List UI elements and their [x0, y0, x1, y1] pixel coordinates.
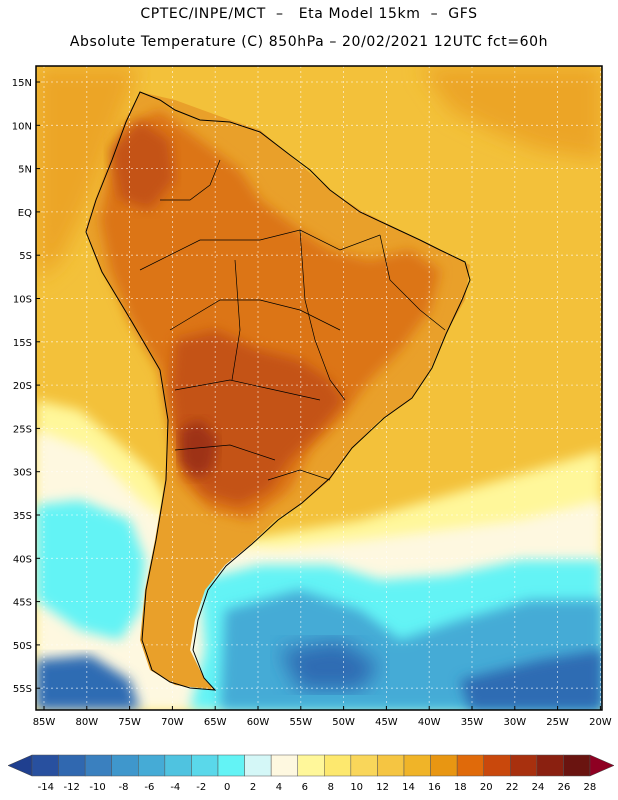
colorbar-label: -6	[144, 782, 154, 793]
title-line-1: CPTEC/INPE/MCT – Eta Model 15km – GFS	[140, 6, 478, 22]
lat-label: 45S	[13, 598, 32, 609]
lat-label: 10N	[12, 121, 32, 132]
lon-label: 50W	[332, 717, 355, 728]
lon-label: 40W	[418, 717, 441, 728]
north-atlantic-warm	[420, 66, 602, 160]
land-hotter-north	[110, 120, 175, 210]
title-line-2: Absolute Temperature (C) 850hPa – 20/02/…	[69, 34, 549, 50]
colorbar-swatch	[31, 754, 59, 777]
colorbar-label: 10	[350, 782, 363, 793]
colorbar-label: -10	[89, 782, 105, 793]
colorbar-swatch	[111, 754, 139, 777]
south-atlantic-deep	[280, 640, 380, 690]
coastline	[85, 91, 471, 691]
lat-label: 5N	[18, 165, 32, 176]
lon-label: 55W	[289, 717, 312, 728]
lat-label: 25S	[13, 424, 32, 435]
country-borders	[139, 159, 446, 481]
lat-label: EQ	[18, 208, 32, 219]
colorbar-label: 22	[506, 782, 519, 793]
colorbar-label: 14	[402, 782, 415, 793]
lon-label: 85W	[33, 717, 56, 728]
colorbar-label: -12	[64, 782, 80, 793]
lat-label: 10S	[13, 295, 32, 306]
colorbar-label: -14	[38, 782, 54, 793]
colorbar-swatch	[456, 754, 484, 777]
colorbar-label: -8	[119, 782, 129, 793]
colorbar-swatch	[217, 754, 245, 777]
colorbar-swatch	[483, 754, 511, 777]
colorbar-swatch	[164, 754, 192, 777]
map-field	[36, 66, 602, 710]
lat-label: 20S	[13, 381, 32, 392]
colorbar-label: 0	[224, 782, 230, 793]
colorbar-swatch	[563, 754, 591, 777]
colorbar-swatch	[297, 754, 325, 777]
colorbar-label: -2	[196, 782, 206, 793]
map-frame	[35, 65, 603, 711]
colorbar-swatch	[138, 754, 166, 777]
colorbar-label: 6	[302, 782, 308, 793]
east-pacific-warm	[36, 66, 140, 280]
lat-label: 50S	[13, 641, 32, 652]
lat-label: 15N	[12, 78, 32, 89]
lon-label: 20W	[589, 717, 612, 728]
colorbar-label: 28	[583, 782, 596, 793]
lat-label: 55S	[13, 684, 32, 695]
lat-label: 5S	[19, 251, 32, 262]
southeast-pacific-cold	[36, 500, 145, 640]
colorbar-swatch	[270, 754, 298, 777]
colorbar-min-arrow	[7, 754, 33, 777]
lat-label: 15S	[13, 338, 32, 349]
lon-label: 45W	[375, 717, 398, 728]
colorbar-swatch	[510, 754, 538, 777]
colorbar-swatch	[84, 754, 112, 777]
drake-passage-cold	[36, 655, 140, 710]
lon-label: 25W	[546, 717, 569, 728]
colorbar-swatch	[377, 754, 405, 777]
lon-label: 75W	[118, 717, 141, 728]
colorbar-label: 4	[276, 782, 282, 793]
latitude-labels: 15N 10N 5N EQ 5S 10S 15S 20S 25S 30S 35S 40S 45S 50S 5…	[12, 78, 40, 695]
colorbar-swatch	[536, 754, 564, 777]
colorbar-label: 24	[532, 782, 545, 793]
longitude-labels: 85W 80W 75W 70W 65W 60W 55W 50W 45W 40W 35W 30W 25W 2…	[33, 706, 612, 728]
colorbar-swatch	[430, 754, 458, 777]
colorbar-max-arrow	[589, 754, 615, 777]
lat-label: 30S	[13, 468, 32, 479]
colorbar-swatch	[403, 754, 431, 777]
colorbar-swatch	[244, 754, 272, 777]
colorbar-swatch	[191, 754, 219, 777]
colorbar-swatch	[350, 754, 378, 777]
colorbar-label: 18	[454, 782, 467, 793]
colorbar-label: 12	[376, 782, 389, 793]
lat-label: 40S	[13, 554, 32, 565]
colorbar-label: -4	[170, 782, 180, 793]
far-south-atlantic-cold	[460, 650, 602, 710]
lon-label: 65W	[204, 717, 227, 728]
colorbar-label: 2	[250, 782, 256, 793]
lat-label: 35S	[13, 511, 32, 522]
land-hottest-core	[180, 420, 218, 478]
lon-label: 60W	[247, 717, 270, 728]
colorbar: -14 -12 -10 -8 -6 -4 -2 0 2 4 6 8 10 12 14 16 18 20 22 24 26…	[7, 754, 615, 793]
colorbar-label: 8	[328, 782, 334, 793]
colorbar-label: 16	[428, 782, 441, 793]
colorbar-label: 20	[480, 782, 493, 793]
colorbar-swatch	[324, 754, 352, 777]
lon-label: 80W	[75, 717, 98, 728]
lon-label: 35W	[461, 717, 484, 728]
colorbar-swatch	[58, 754, 86, 777]
lon-label: 70W	[161, 717, 184, 728]
colorbar-label: 26	[558, 782, 571, 793]
lon-label: 30W	[503, 717, 526, 728]
grid-lines	[36, 66, 602, 710]
